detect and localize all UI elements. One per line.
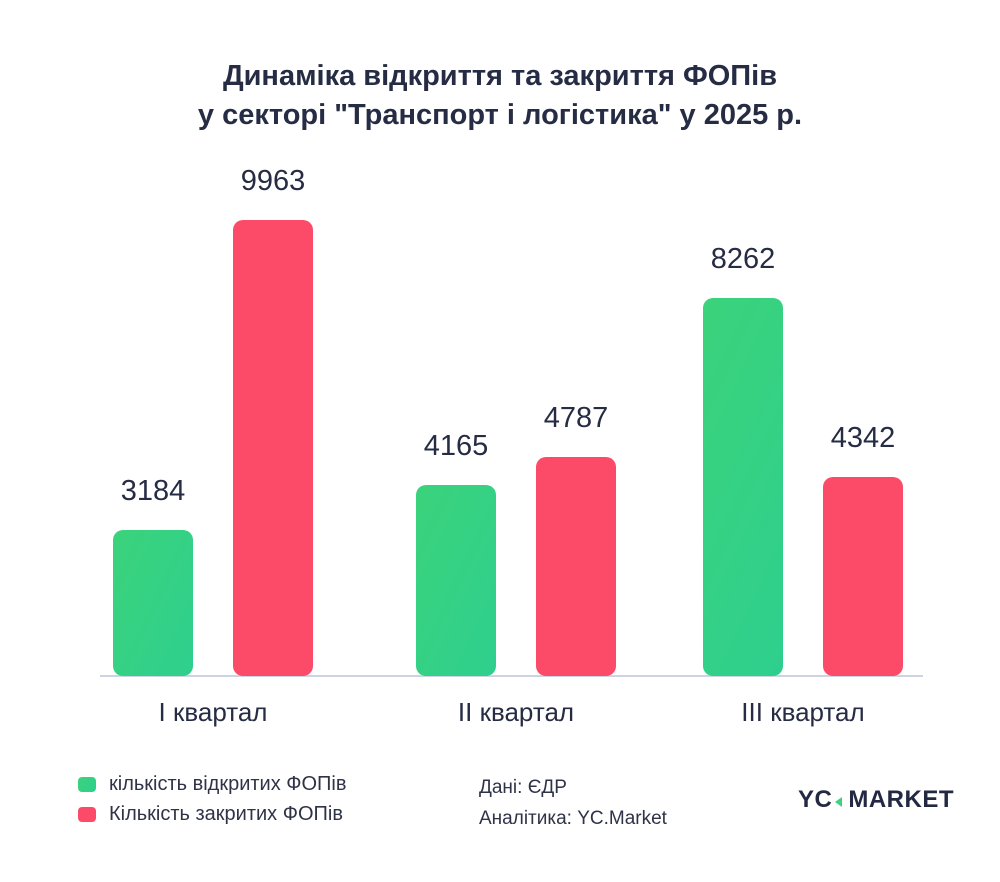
bar-closed-2 — [536, 457, 616, 676]
logo-triangle-icon — [835, 796, 843, 807]
value-label-closed-3: 4342 — [830, 422, 896, 454]
legend-item-opened: кількість відкритих ФОПів — [78, 769, 347, 799]
legend-label-closed: Кількість закритих ФОПів — [109, 802, 343, 825]
bar-group-3: 8262 4342 — [703, 160, 903, 676]
logo-yc-text: YC — [798, 786, 833, 813]
bar-column-closed-3: 4342 — [823, 423, 903, 676]
legend-item-closed: Кількість закритих ФОПів — [78, 799, 347, 829]
logo-market-text: MARKET — [848, 786, 954, 813]
value-label-opened-1: 3184 — [120, 475, 186, 507]
x-axis-line — [100, 675, 923, 677]
legend-label-opened: кількість відкритих ФОПів — [109, 772, 347, 795]
x-axis-label-2: ІІ квартал — [457, 697, 575, 727]
legend: кількість відкритих ФОПів Кількість закр… — [78, 769, 347, 829]
source-analytics-line: Аналітика: YC.Market — [479, 808, 667, 829]
bar-column-opened-1: 3184 — [113, 476, 193, 676]
legend-swatch-red-icon — [78, 806, 96, 822]
source-data-line: Дані: ЄДР — [479, 777, 567, 798]
bar-opened-3 — [703, 298, 783, 676]
bar-column-closed-1: 9963 — [233, 166, 313, 676]
bar-closed-3 — [823, 477, 903, 676]
bar-column-opened-2: 4165 — [416, 431, 496, 676]
bar-chart: 3184 9963 І квартал 4165 4787 ІІ квартал 8262 4… — [100, 160, 923, 727]
bar-opened-1 — [113, 530, 193, 676]
chart-title-line1: Динаміка відкриття та закриття ФОПів — [222, 60, 778, 92]
value-label-opened-2: 4165 — [423, 430, 489, 462]
value-label-opened-3: 8262 — [710, 243, 776, 275]
value-label-closed-2: 4787 — [543, 402, 609, 434]
x-axis-label-3: ІІІ квартал — [741, 697, 865, 727]
chart-title-line2: у секторі "Транспорт і логістика" у 2025… — [197, 99, 803, 131]
legend-swatch-green-icon — [78, 776, 96, 792]
value-label-closed-1: 9963 — [240, 165, 306, 197]
bar-column-closed-2: 4787 — [536, 403, 616, 676]
bar-group-2: 4165 4787 — [416, 160, 616, 676]
data-source-note: Дані: ЄДР Аналітика: YC.Market — [479, 772, 667, 834]
yc-market-logo: YC MARKET — [798, 786, 954, 814]
bar-closed-1 — [233, 220, 313, 676]
x-axis-label-1: І квартал — [158, 697, 268, 727]
bar-opened-2 — [416, 485, 496, 676]
chart-title: Динаміка відкриття та закриття ФОПів у с… — [0, 57, 1000, 135]
bar-group-1: 3184 9963 — [113, 160, 313, 676]
bar-column-opened-3: 8262 — [703, 244, 783, 676]
